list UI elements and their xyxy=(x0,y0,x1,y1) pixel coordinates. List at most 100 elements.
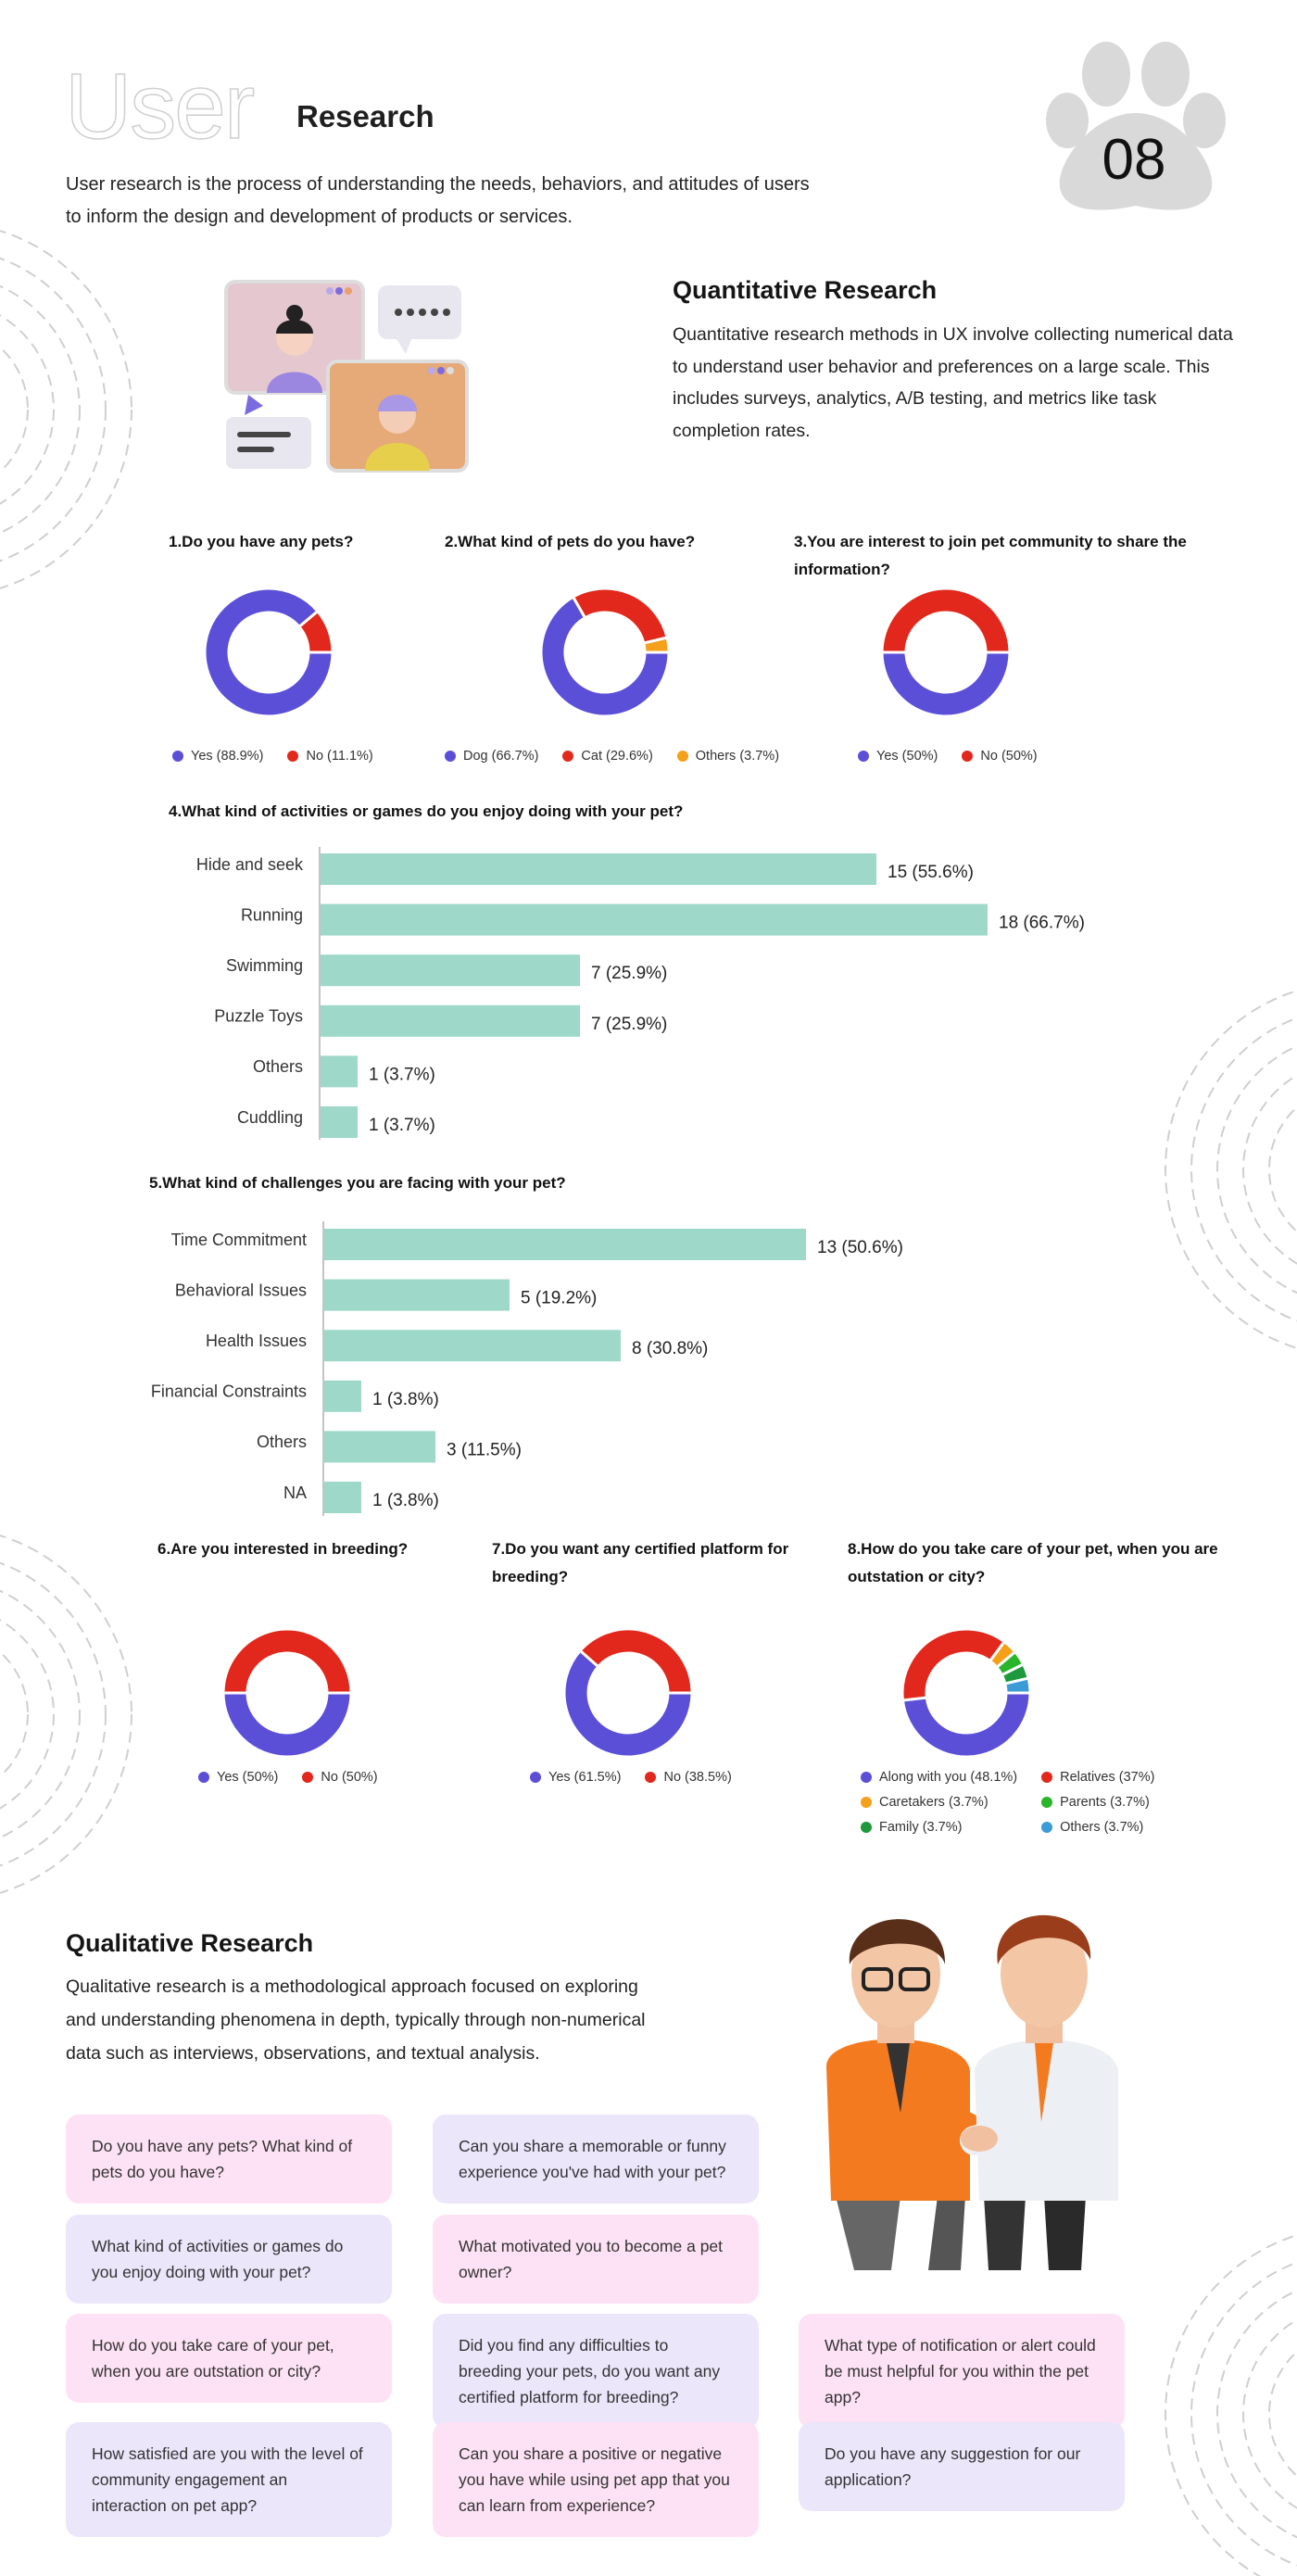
donut-segment xyxy=(642,636,671,654)
legend-label: Yes (50%) xyxy=(217,1770,279,1785)
bar xyxy=(321,1055,358,1088)
value-label: 5 (19.2%) xyxy=(521,1289,597,1308)
legend: Dog (66.7%) Cat (29.6%) Others (3.7%) xyxy=(445,749,779,764)
question-title: 2.What kind of pets do you have? xyxy=(445,533,696,550)
category-label: Swimming xyxy=(226,956,303,975)
question-title: 6.Are you interested in breeding? xyxy=(157,1540,409,1558)
value-label: 18 (66.7%) xyxy=(999,914,1085,933)
value-label: 1 (3.8%) xyxy=(372,1491,439,1510)
value-label: 1 (3.7%) xyxy=(369,1116,435,1135)
legend-item: Yes (50%) xyxy=(858,749,938,764)
legend-swatch xyxy=(172,751,183,762)
bar xyxy=(324,1431,435,1463)
legend-label: Yes (61.5%) xyxy=(548,1770,622,1785)
bar xyxy=(324,1482,361,1513)
legend: Yes (88.9%) No (11.1%) xyxy=(172,749,373,764)
legend-label: Others (3.7%) xyxy=(695,749,780,764)
question-title: 3.You are interest to join pet community… xyxy=(794,533,1187,578)
value-label: 8 (30.8%) xyxy=(632,1339,708,1358)
donut-segment xyxy=(539,595,671,718)
donut-segment xyxy=(221,1627,353,1695)
legend-swatch xyxy=(302,1772,314,1783)
legend-item: No (11.1%) xyxy=(287,749,373,764)
legend-label: No (38.5%) xyxy=(663,1770,732,1785)
legend-label: No (11.1%) xyxy=(306,749,373,764)
video-call-illustration xyxy=(224,280,469,473)
description: User research is the process of understa… xyxy=(66,174,810,227)
donut-segment xyxy=(880,587,1012,654)
question-card: How satisfied are you with the level of … xyxy=(66,2422,392,2537)
donut-segment xyxy=(562,1648,694,1759)
legend-item: No (38.5%) xyxy=(645,1770,732,1785)
legend-item: Dog (66.7%) xyxy=(445,749,538,764)
legend-item: No (50%) xyxy=(962,749,1038,764)
section-heading: Quantitative Research xyxy=(673,276,938,304)
legend: Yes (50%) No (50%) xyxy=(858,749,1038,764)
legend-item: No (50%) xyxy=(302,1770,378,1785)
legend-label: Yes (50%) xyxy=(876,749,938,764)
value-label: 7 (25.9%) xyxy=(591,1015,667,1034)
legend-swatch xyxy=(858,751,869,762)
section-text: Qualitative research is a methodological… xyxy=(66,1976,646,2064)
legend: Yes (50%) No (50%) xyxy=(198,1770,378,1785)
legend-swatch xyxy=(198,1772,209,1783)
category-label: Others xyxy=(253,1057,303,1076)
category-label: Time Commitment xyxy=(171,1231,307,1249)
question-card: What type of notification or alert could… xyxy=(799,2314,1125,2429)
legend-swatch xyxy=(1041,1797,1053,1808)
legend-label: Along with you (48.1%) xyxy=(879,1770,1018,1785)
section-text: Quantitative research methods in UX invo… xyxy=(673,324,1233,441)
legend-swatch xyxy=(645,1772,657,1783)
legend-label: Dog (66.7%) xyxy=(463,749,539,764)
donut-segment xyxy=(578,1627,694,1695)
donut-segment xyxy=(900,1627,1007,1702)
donut-segment xyxy=(296,609,334,654)
bar xyxy=(324,1330,621,1362)
page-number: 08 xyxy=(1102,128,1166,192)
legend-swatch xyxy=(861,1822,872,1833)
category-label: Cuddling xyxy=(237,1108,303,1127)
bar xyxy=(321,903,988,936)
legend-swatch xyxy=(962,751,974,762)
legend-label: Family (3.7%) xyxy=(879,1820,963,1835)
legend-label: Relatives (37%) xyxy=(1060,1770,1155,1785)
legend-swatch xyxy=(676,751,688,762)
question-card: Did you find any difficulties to breedin… xyxy=(433,2314,759,2429)
legend-swatch xyxy=(530,1772,541,1783)
legend-item: Cat (29.6%) xyxy=(562,749,653,764)
section-heading: Qualitative Research xyxy=(66,1929,314,1957)
legend-swatch xyxy=(861,1772,872,1783)
legend-swatch xyxy=(287,751,299,762)
legend-label: Others (3.7%) xyxy=(1060,1820,1144,1835)
legend-item: Yes (50%) xyxy=(198,1770,278,1785)
value-label: 3 (11.5%) xyxy=(447,1440,522,1459)
legend-label: Cat (29.6%) xyxy=(581,749,653,764)
donut-segment xyxy=(203,587,334,718)
handshake-illustration xyxy=(826,1914,1118,2270)
value-label: 1 (3.8%) xyxy=(372,1390,439,1409)
question-title: 5.What kind of challenges you are facing… xyxy=(149,1174,566,1192)
question-title: 4.What kind of activities or games do yo… xyxy=(169,802,684,820)
bar xyxy=(324,1229,806,1260)
bar xyxy=(321,853,876,885)
donut-segment xyxy=(571,587,669,645)
donut-segment xyxy=(900,1691,1032,1759)
question-card: Do you have any pets? What kind of pets … xyxy=(66,2115,392,2203)
question-title: 8.How do you take care of your pet, when… xyxy=(848,1540,1218,1585)
category-label: Others xyxy=(257,1433,307,1451)
legend-item: Others (3.7%) xyxy=(676,749,780,764)
category-label: Health Issues xyxy=(206,1332,307,1350)
legend-swatch xyxy=(562,751,574,762)
value-label: 13 (50.6%) xyxy=(817,1238,903,1257)
question-title: 7.Do you want any certified platform for… xyxy=(492,1540,789,1585)
legend-item: Others (3.7%) xyxy=(1041,1820,1154,1835)
donut-segment xyxy=(221,1691,353,1759)
question-card: What motivated you to become a pet owner… xyxy=(433,2215,759,2304)
bar xyxy=(321,954,580,987)
bar xyxy=(321,1106,358,1138)
legend-item: Parents (3.7%) xyxy=(1041,1795,1154,1810)
question-card: Can you share a memorable or funny exper… xyxy=(433,2115,759,2203)
